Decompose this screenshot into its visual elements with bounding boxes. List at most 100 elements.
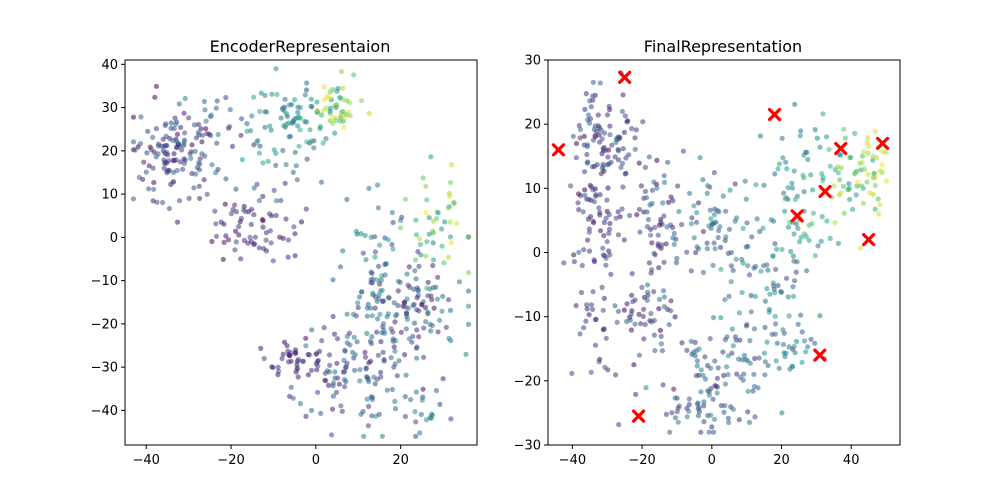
scatter-point [603,215,609,221]
scatter-point [308,367,315,373]
scatter-point [712,383,718,389]
scatter-point [624,301,630,307]
scatter-point [294,361,300,368]
scatter-point [364,330,370,336]
scatter-point [647,202,653,208]
scatter-point [689,215,695,221]
scatter-point [333,389,340,395]
scatter-point [641,294,648,300]
scatter-point [591,163,597,170]
y-tick-label: 0 [533,246,541,261]
scatter-point [615,157,622,163]
scatter-point [620,92,626,98]
scatter-point [842,135,849,141]
scatter-point [369,334,375,340]
scatter-point [596,205,602,211]
scatter-point [382,261,388,268]
scatter-point [586,120,593,126]
scatter-point [808,172,814,178]
scatter-point [628,327,635,333]
scatter-point [146,163,152,169]
scatter-point [601,233,607,239]
scatter-point [150,134,156,140]
scatter-point [817,144,823,150]
scatter-point [619,160,626,166]
scatter-point [137,141,144,147]
scatter-point [297,401,303,407]
scatter-point [615,308,622,314]
scatter-point [413,217,419,223]
scatter-point [799,359,805,365]
scatter-point [622,171,628,177]
scatter-point [223,176,229,182]
scatter-point [590,93,596,99]
scatter-point [741,371,747,377]
scatter-point [700,228,707,235]
scatter-point [836,152,843,158]
scatter-point [333,104,339,111]
scatter-point [282,180,288,186]
scatter-point [270,258,276,264]
scatter-point [408,397,414,403]
scatter-point [694,401,701,407]
scatter-point [402,413,408,420]
scatter-point [366,379,372,385]
scatter-point [692,339,698,345]
scatter-point [330,277,336,283]
scatter-point [366,403,372,409]
scatter-point [375,352,381,358]
scatter-point [293,369,299,375]
scatter-point [342,384,348,390]
scatter-point [629,271,635,277]
scatter-point [745,263,751,269]
scatter-point [652,348,658,354]
y-tick-label: −40 [91,404,118,419]
scatter-point [774,340,780,346]
encoder-representation-panel: EncoderRepresentaion −40 −20 0 20−40−30−20−… [91,37,478,468]
scatter-point [256,245,262,251]
scatter-point [723,208,729,214]
scatter-point [693,249,699,256]
scatter-point [598,171,604,177]
scatter-point [230,206,236,213]
scatter-point [810,187,816,193]
scatter-point [774,246,780,252]
scatter-point [267,228,273,234]
scatter-point [620,184,626,190]
scatter-point [854,183,860,189]
scatter-point [416,263,422,269]
scatter-point [725,419,732,426]
scatter-point [582,169,588,175]
scatter-point [330,380,336,386]
scatter-point [130,114,137,120]
scatter-point [278,197,284,204]
scatter-point [283,161,289,168]
scatter-point [588,104,594,110]
scatter-point [148,147,155,153]
scatter-point [332,130,338,136]
scatter-point [314,367,320,373]
scatter-point [268,127,274,133]
scatter-point [781,190,787,196]
final-representation-panel: FinalRepresentation −40 −20 0 20 40 −30 −20 −10… [514,37,901,468]
scatter-point [680,148,687,154]
scatter-point [413,345,420,351]
scatter-point [877,202,883,208]
scatter-point [340,85,346,91]
highlight-x-marker [632,409,646,423]
scatter-point [443,324,449,330]
scatter-point [358,231,364,237]
scatter-point [327,118,333,124]
scatter-point [808,336,814,342]
scatter-point [150,198,156,204]
scatter-point [606,248,612,254]
scatter-point [153,83,159,89]
scatter-point [176,198,183,204]
scatter-point [209,162,215,168]
scatter-point [865,150,871,156]
scatter-point [213,221,219,227]
scatter-point [376,263,382,269]
scatter-point [430,228,436,234]
scatter-point [720,193,726,199]
scatter-point [145,128,151,134]
